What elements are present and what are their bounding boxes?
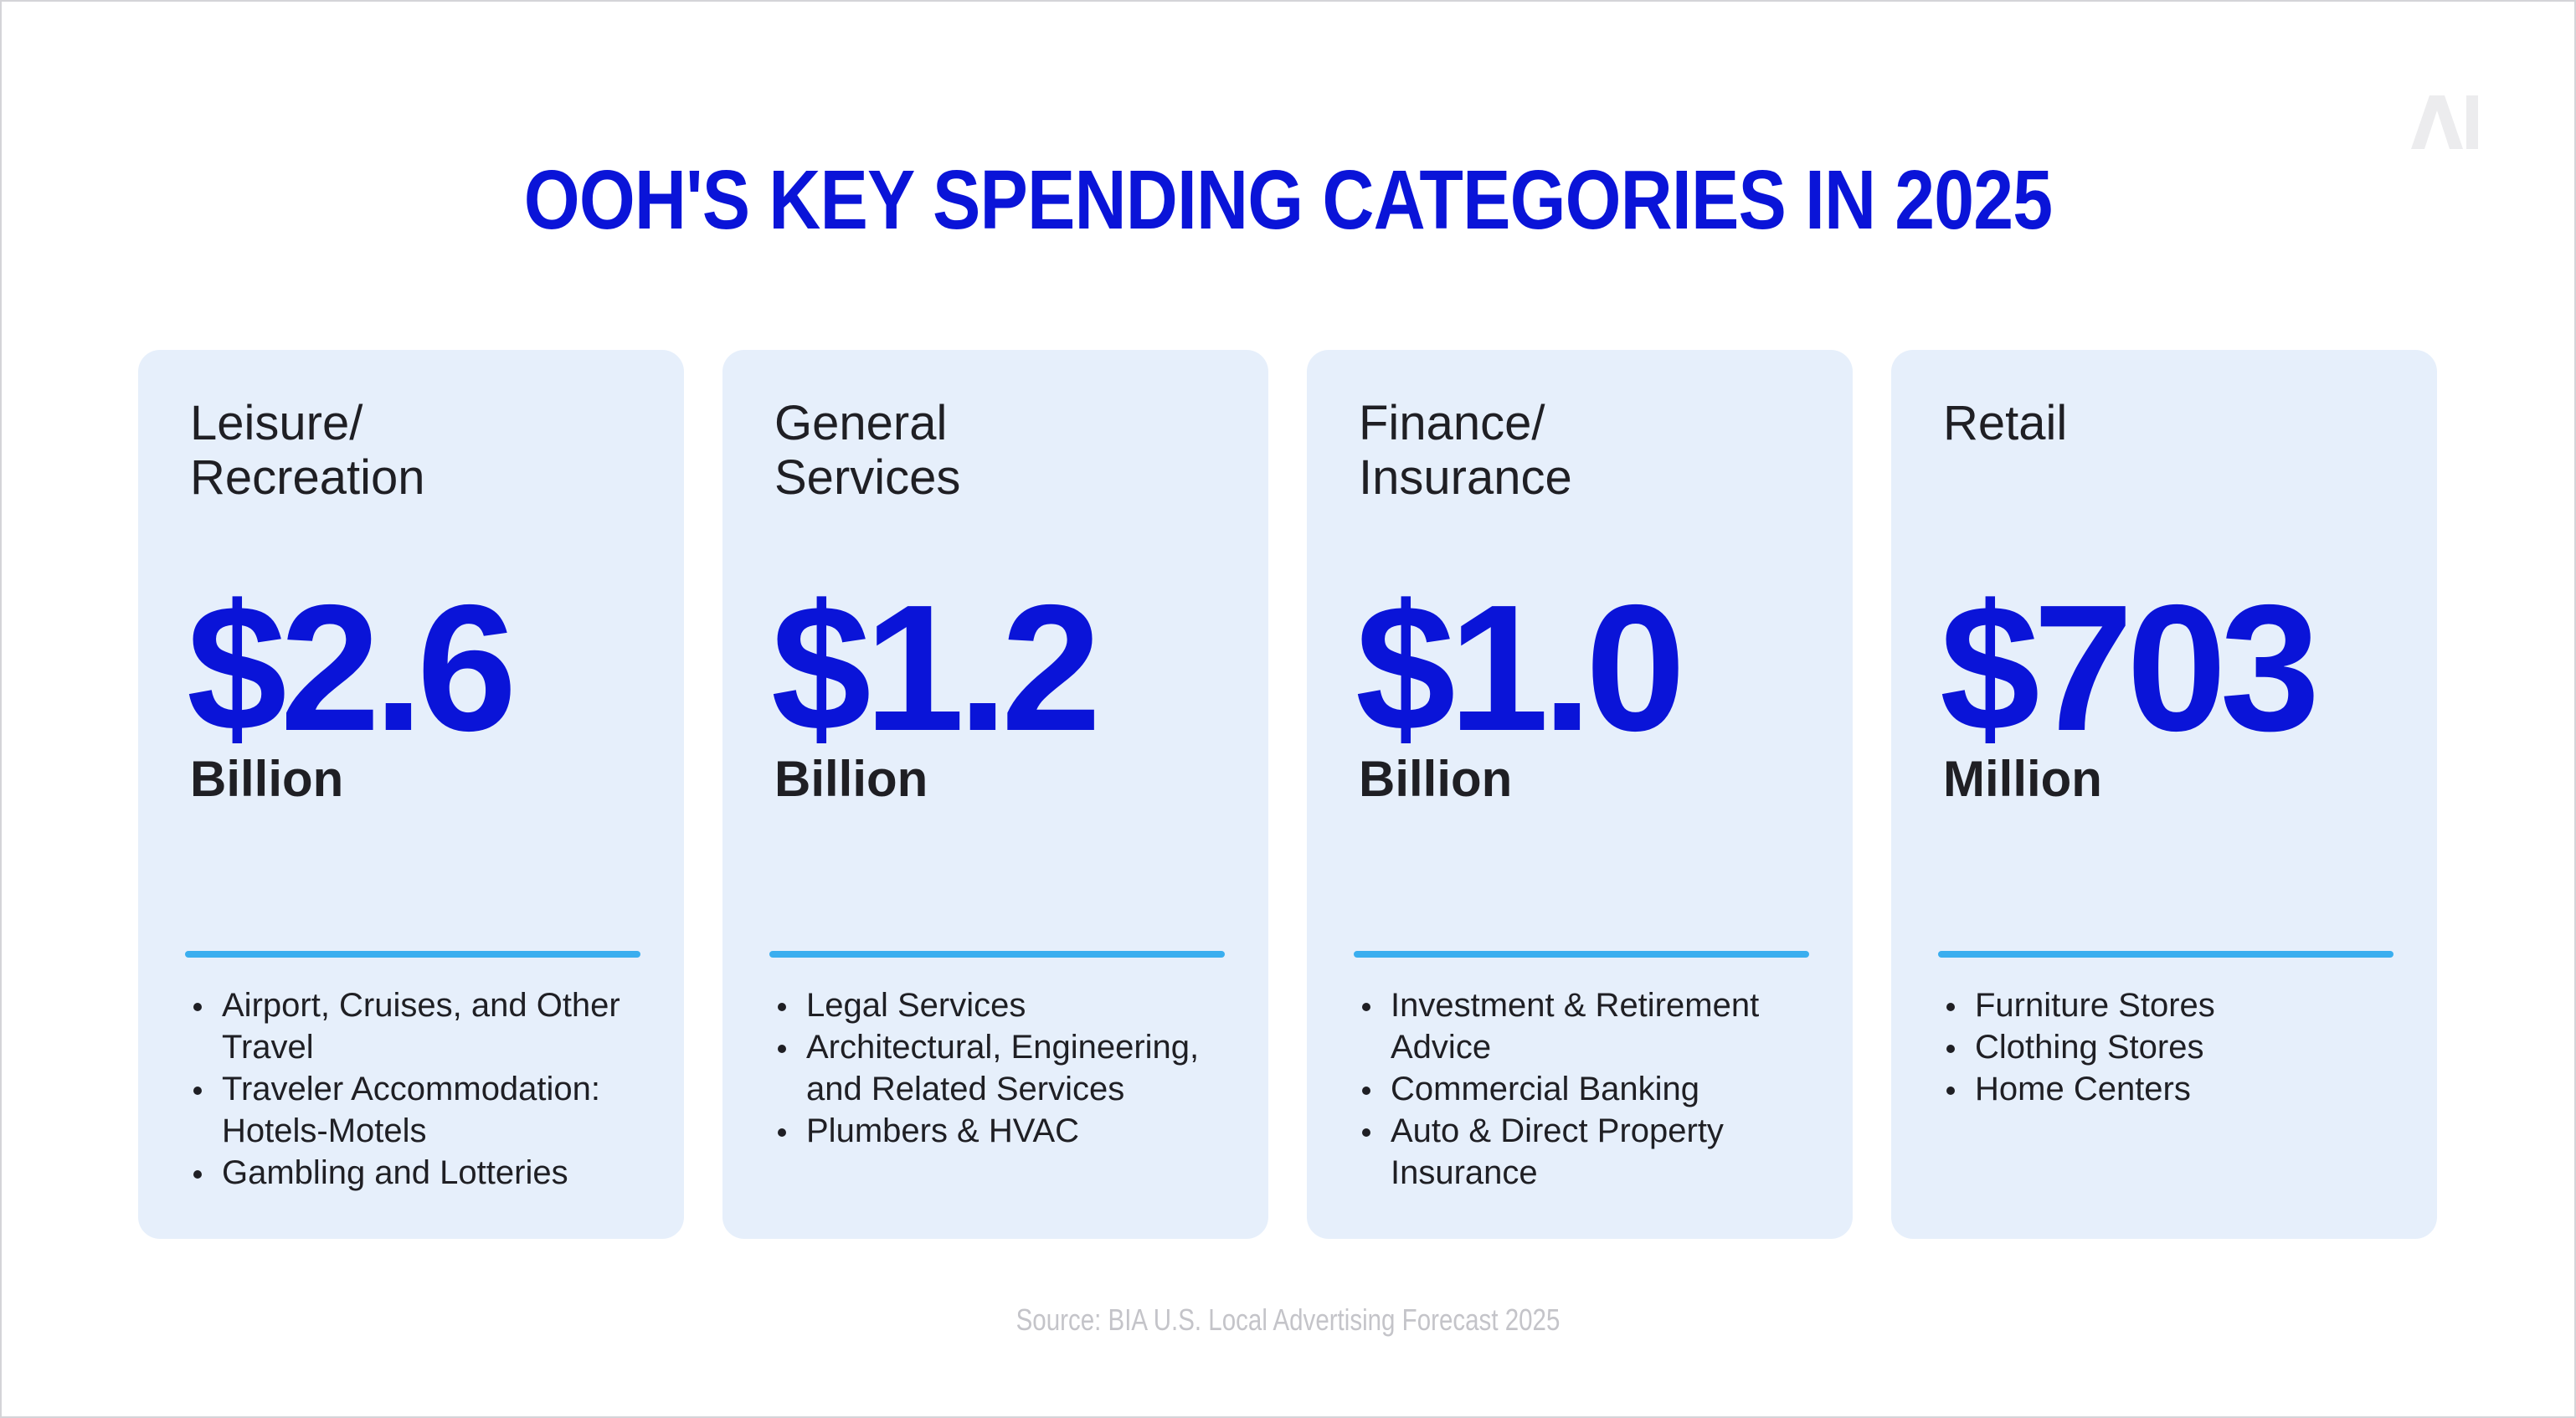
card-divider (185, 951, 640, 958)
card-item-list: Legal Services Architectural, Engineerin… (778, 984, 1247, 1152)
card-category: Leisure/Recreation (190, 396, 425, 505)
card-unit: Billion (774, 751, 928, 807)
list-item: Auto & Direct Property Insurance (1362, 1110, 1831, 1194)
card-item-list: Investment & Retirement Advice Commercia… (1362, 984, 1831, 1194)
card-divider (1938, 951, 2393, 958)
card-amount: $2.6 (187, 567, 517, 768)
list-item: Airport, Cruises, and Other Travel (193, 984, 662, 1068)
page-title: OOH'S KEY SPENDING CATEGORIES IN 2025 (523, 153, 2053, 247)
card-divider (1354, 951, 1809, 958)
card-unit: Million (1943, 751, 2102, 807)
card-unit: Billion (190, 751, 344, 807)
list-item: Plumbers & HVAC (778, 1110, 1247, 1152)
card-leisure-recreation: Leisure/Recreation $2.6 Billion Airport,… (138, 350, 684, 1239)
card-category: Finance/Insurance (1359, 396, 1572, 505)
card-general-services: General Services $1.2 Billion Legal Servi… (722, 350, 1268, 1239)
category-cards: Leisure/Recreation $2.6 Billion Airport,… (138, 350, 2439, 1239)
list-item: Gambling and Lotteries (193, 1152, 662, 1194)
list-item: Traveler Accommodation: Hotels-Motels (193, 1068, 662, 1152)
list-item: Architectural, Engineering, and Related … (778, 1026, 1247, 1110)
card-item-list: Airport, Cruises, and Other Travel Trave… (193, 984, 662, 1194)
card-category: General Services (774, 396, 961, 505)
list-item: Legal Services (778, 984, 1247, 1026)
card-finance-insurance: Finance/Insurance $1.0 Billion Investmen… (1307, 350, 1853, 1239)
card-amount: $703 (1940, 567, 2320, 768)
card-item-list: Furniture Stores Clothing Stores Home Ce… (1946, 984, 2415, 1110)
card-divider (769, 951, 1225, 958)
list-item: Clothing Stores (1946, 1026, 2415, 1068)
card-amount: $1.0 (1355, 567, 1685, 768)
source-note: Source: BIA U.S. Local Advertising Forec… (1015, 1302, 1561, 1337)
ai-logo-icon (2411, 94, 2480, 151)
card-category: Retail (1943, 396, 2068, 450)
list-item: Investment & Retirement Advice (1362, 984, 1831, 1068)
list-item: Home Centers (1946, 1068, 2415, 1110)
card-unit: Billion (1359, 751, 1513, 807)
card-retail: Retail $703 Million Furniture Stores Clo… (1891, 350, 2437, 1239)
list-item: Furniture Stores (1946, 984, 2415, 1026)
list-item: Commercial Banking (1362, 1068, 1831, 1110)
card-amount: $1.2 (771, 567, 1101, 768)
